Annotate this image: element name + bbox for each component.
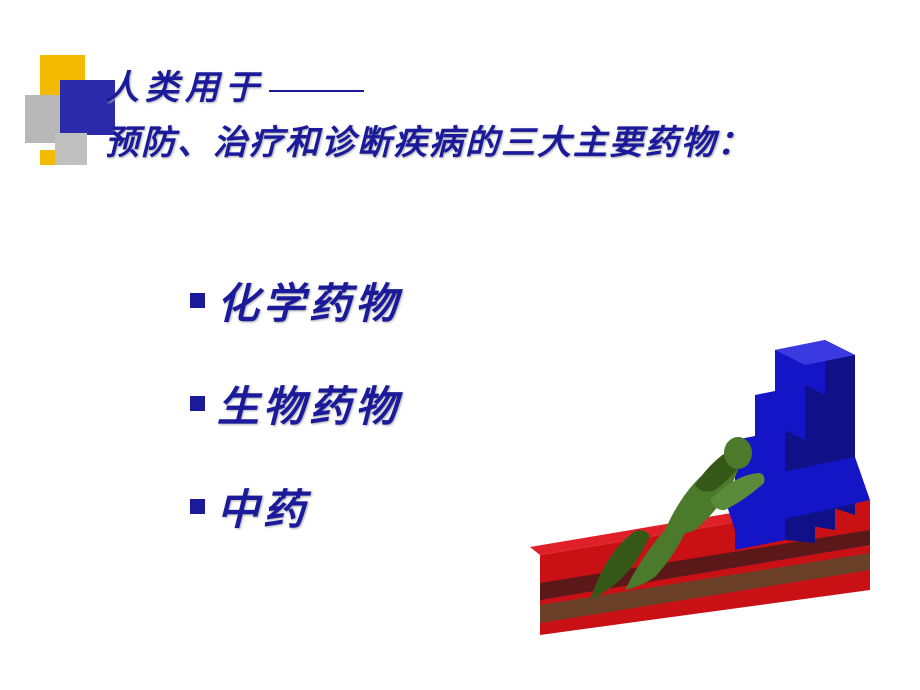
list-item: 化学药物 [190, 270, 401, 331]
slide-title: 人类用于 预防、治疗和诊断疾病的三大主要药物： [105, 60, 753, 164]
title-text-1: 人类用于 [105, 70, 265, 107]
title-dash-icon [269, 90, 364, 92]
list-item: 中药 [190, 476, 401, 537]
clipart-svg [520, 325, 880, 635]
deco-square-yellow-small [40, 150, 55, 165]
bullet-icon [190, 293, 205, 308]
bullet-label: 化学药物 [217, 270, 401, 331]
bullet-icon [190, 396, 205, 411]
title-line-1: 人类用于 [105, 60, 753, 109]
bullet-label: 中药 [217, 476, 309, 537]
bullet-icon [190, 499, 205, 514]
deco-square-gray-small [55, 133, 87, 165]
decorative-clipart [520, 325, 880, 635]
bullet-label: 生物药物 [217, 373, 401, 434]
bullet-list: 化学药物 生物药物 中药 [190, 270, 401, 579]
corner-decoration [25, 55, 115, 175]
list-item: 生物药物 [190, 373, 401, 434]
title-line-2: 预防、治疗和诊断疾病的三大主要药物： [105, 115, 753, 164]
